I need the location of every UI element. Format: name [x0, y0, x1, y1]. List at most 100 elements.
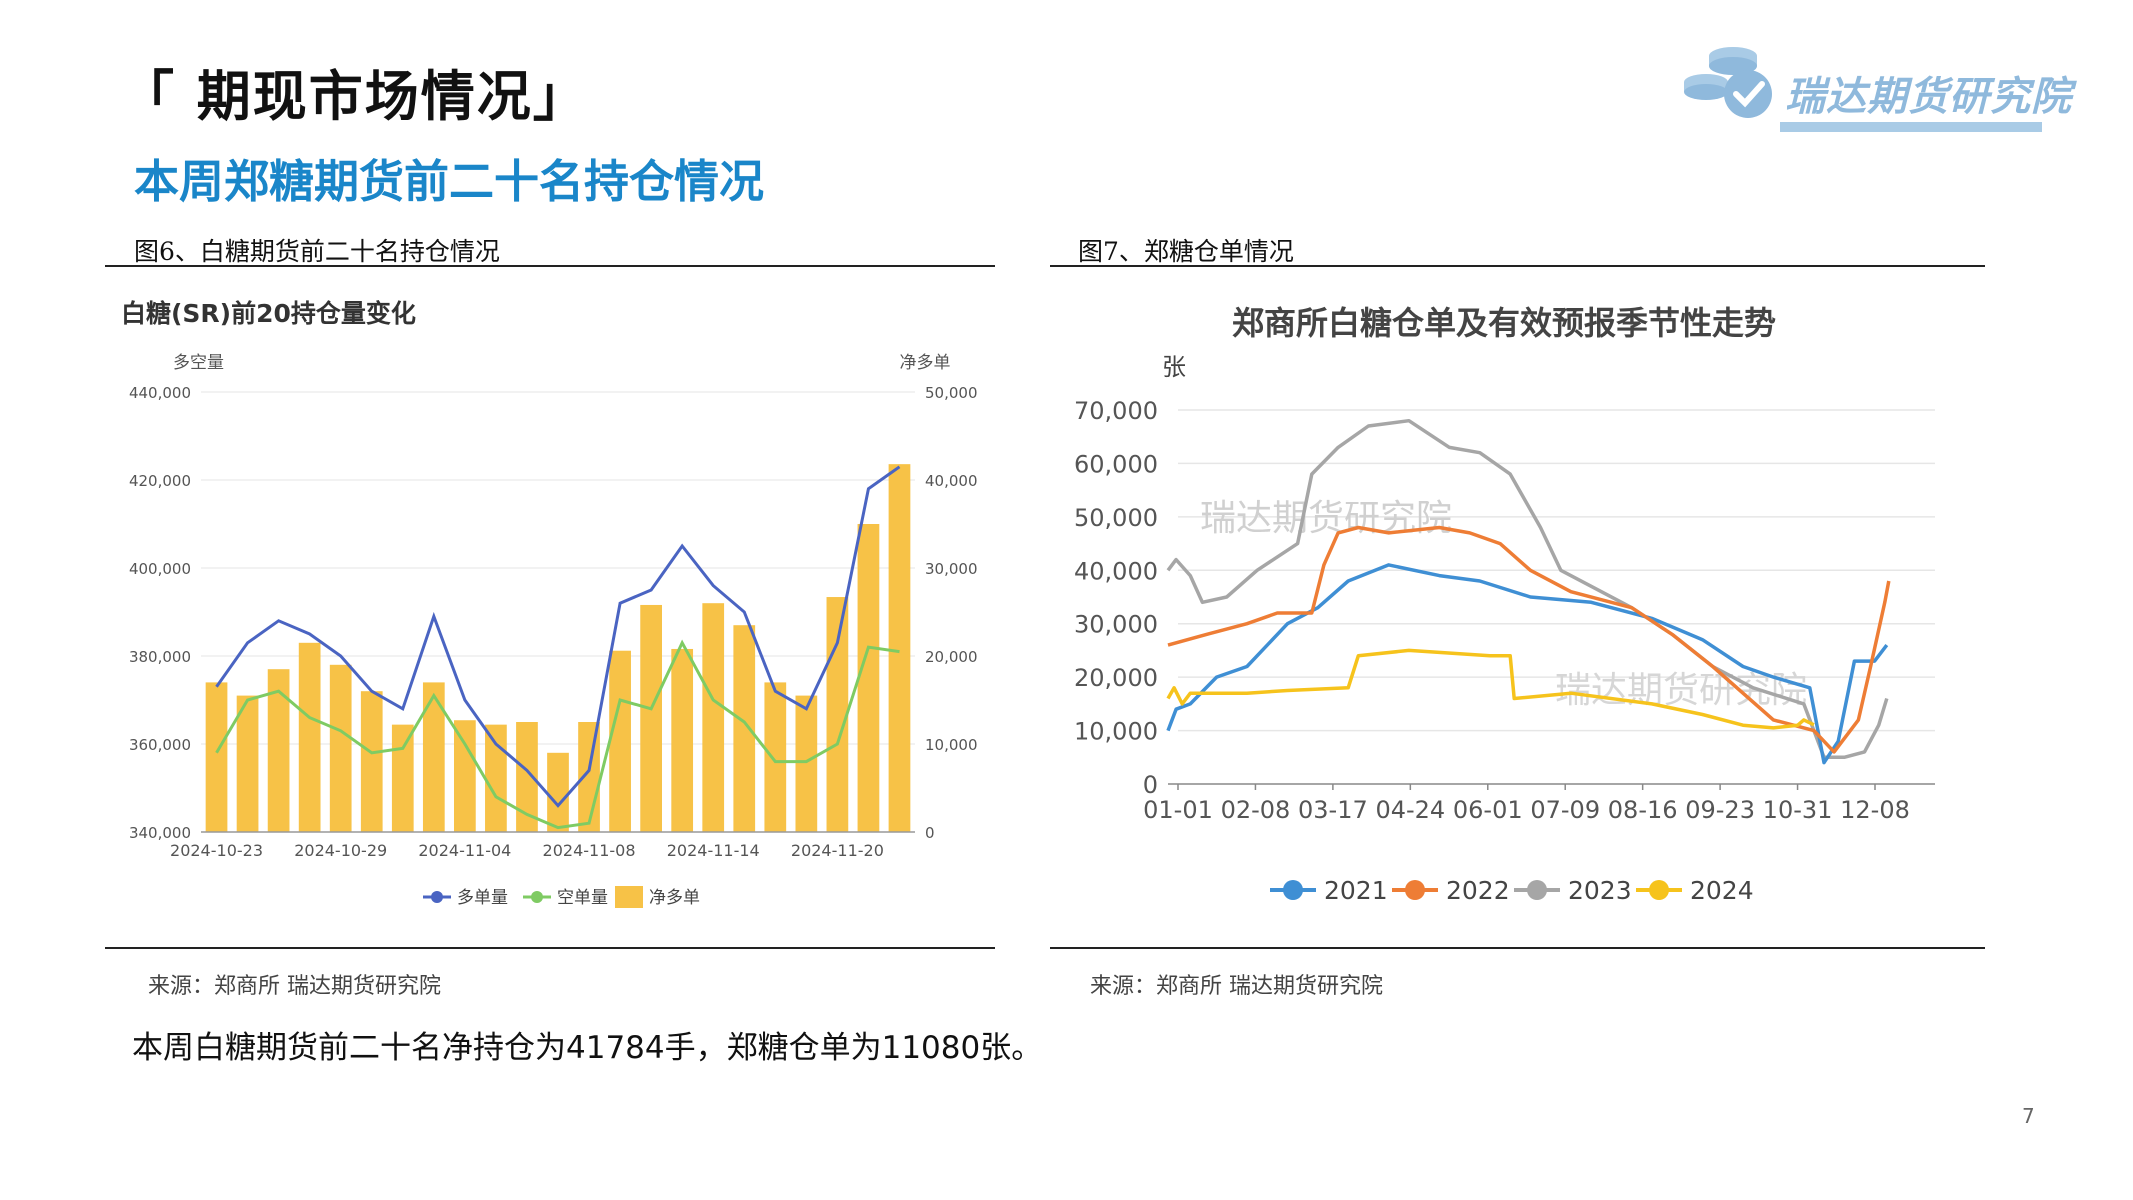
net-long-bar: [733, 625, 756, 832]
figure-6-source: 来源：郑商所 瑞达期货研究院: [148, 974, 441, 999]
net-long-bar: [671, 648, 694, 832]
left-tick-label: 340,000: [129, 824, 191, 842]
warehouse-y-axis-label: 张: [1162, 353, 1186, 381]
left-tick-label: 360,000: [129, 736, 191, 754]
section-subtitle: 本周郑糖期货前二十名持仓情况: [134, 155, 765, 208]
legend-label: 净多单: [649, 888, 700, 908]
right-tick-label: 20,000: [925, 648, 978, 666]
net-long-bar: [888, 464, 911, 832]
figure-7-top-rule: [1050, 265, 1985, 267]
series-line-2021: [1166, 563, 1889, 765]
right-axis-label: 净多单: [900, 353, 951, 373]
net-long-bar: [360, 691, 383, 832]
right-tick-label: 30,000: [925, 560, 978, 578]
x-tick-label: 12-08: [1840, 796, 1910, 824]
x-tick-label: 08-16: [1608, 796, 1678, 824]
legend-swatch: [1405, 880, 1425, 900]
net-long-bar: [764, 682, 787, 832]
series-line-2024: [1166, 648, 1815, 730]
net-long-bar: [640, 604, 662, 832]
x-tick-label: 06-01: [1453, 796, 1523, 824]
y-tick-label: 10,000: [1074, 718, 1158, 746]
legend-swatch: [1649, 880, 1669, 900]
net-long-bar: [422, 682, 445, 832]
net-long-bar: [485, 724, 507, 832]
net-long-bar: [547, 752, 569, 832]
right-tick-label: 50,000: [925, 384, 978, 402]
left-tick-label: 440,000: [129, 384, 191, 402]
x-tick-label: 01-01: [1143, 796, 1213, 824]
net-long-bar: [702, 603, 725, 832]
figure-7-bottom-rule: [1050, 947, 1985, 949]
legend-swatch: [431, 891, 443, 903]
y-tick-label: 30,000: [1074, 611, 1158, 639]
y-tick-label: 70,000: [1074, 397, 1158, 425]
left-tick-label: 420,000: [129, 472, 191, 490]
x-tick-label: 02-08: [1221, 796, 1291, 824]
left-tick-label: 380,000: [129, 648, 191, 666]
net-long-bar: [329, 664, 352, 832]
figure-6-caption: 图6、白糖期货前二十名持仓情况: [134, 237, 500, 266]
y-tick-label: 20,000: [1074, 664, 1158, 692]
net-long-bar: [826, 597, 849, 832]
figure-6-bottom-rule: [105, 947, 995, 949]
right-tick-label: 10,000: [925, 736, 978, 754]
legend-swatch: [615, 886, 643, 908]
series-line-2022: [1167, 525, 1891, 754]
long-position-line: [215, 465, 901, 808]
page-number: 7: [2022, 1104, 2035, 1128]
y-tick-label: 50,000: [1074, 504, 1158, 532]
x-tick-label: 03-17: [1298, 796, 1368, 824]
x-tick-label: 09-23: [1685, 796, 1755, 824]
net-long-bar: [236, 695, 259, 832]
legend-label: 2024: [1690, 876, 1754, 905]
warehouse-receipts-chart: 郑商所白糖仓单及有效预报季节性走势 张 瑞达期货研究院 瑞达期货研究院 010,…: [1074, 304, 1935, 905]
x-tick-label: 2024-11-20: [791, 841, 884, 860]
legend-label: 空单量: [557, 888, 608, 908]
legend-swatch: [1283, 880, 1303, 900]
net-long-bar: [609, 650, 631, 832]
figure-7-source: 来源：郑商所 瑞达期货研究院: [1090, 974, 1383, 999]
x-tick-label: 2024-10-29: [294, 841, 387, 860]
net-long-bar: [857, 524, 880, 832]
y-tick-label: 0: [1143, 771, 1158, 799]
coin-stack-icon: [1684, 47, 1772, 118]
warehouse-chart-title: 郑商所白糖仓单及有效预报季节性走势: [1232, 304, 1776, 342]
right-tick-label: 0: [925, 824, 935, 842]
legend-label: 2022: [1446, 876, 1510, 905]
summary-text: 本周白糖期货前二十名净持仓为41784手，郑糖仓单为11080张。: [132, 1030, 1043, 1066]
figure-7-caption: 图7、郑糖仓单情况: [1078, 237, 1294, 266]
y-tick-label: 40,000: [1074, 557, 1158, 585]
legend-label: 2021: [1324, 876, 1388, 905]
company-logo: [1678, 42, 1788, 122]
page-title: 「 期现市场情况」: [120, 65, 589, 128]
legend-label: 多单量: [457, 888, 508, 908]
x-tick-label: 07-09: [1530, 796, 1600, 824]
x-tick-label: 2024-11-14: [667, 841, 760, 860]
legend-swatch: [1527, 880, 1547, 900]
figure-6-top-rule: [105, 265, 995, 267]
legend-label: 2023: [1568, 876, 1632, 905]
x-tick-label: 2024-10-23: [170, 841, 263, 860]
net-long-bar: [795, 695, 818, 832]
short-position-line: [215, 639, 900, 830]
x-tick-label: 2024-11-04: [418, 841, 511, 860]
left-tick-label: 400,000: [129, 560, 191, 578]
positions-chart: 白糖(SR)前20持仓量变化 多空量 净多单 340,000 0 360,000 10…: [121, 299, 978, 908]
net-long-bar: [516, 722, 538, 832]
logo-underline: [1780, 122, 2042, 132]
net-long-bar: [454, 720, 476, 832]
left-axis-label: 多空量: [173, 353, 224, 373]
legend-swatch: [531, 891, 543, 903]
net-long-bar: [205, 682, 228, 832]
x-tick-label: 04-24: [1375, 796, 1445, 824]
y-tick-label: 60,000: [1074, 450, 1158, 478]
positions-chart-legend: 多单量 空单量 净多单: [423, 886, 700, 908]
warehouse-chart-legend: 2021 2022 2023 2024: [1270, 876, 1754, 905]
x-tick-label: 2024-11-08: [543, 841, 636, 860]
right-tick-label: 40,000: [925, 472, 978, 490]
logo-text: 瑞达期货研究院: [1785, 74, 2072, 120]
net-long-bar: [267, 669, 290, 832]
watermark: 瑞达期货研究院: [1200, 498, 1452, 539]
x-tick-label: 10-31: [1763, 796, 1833, 824]
